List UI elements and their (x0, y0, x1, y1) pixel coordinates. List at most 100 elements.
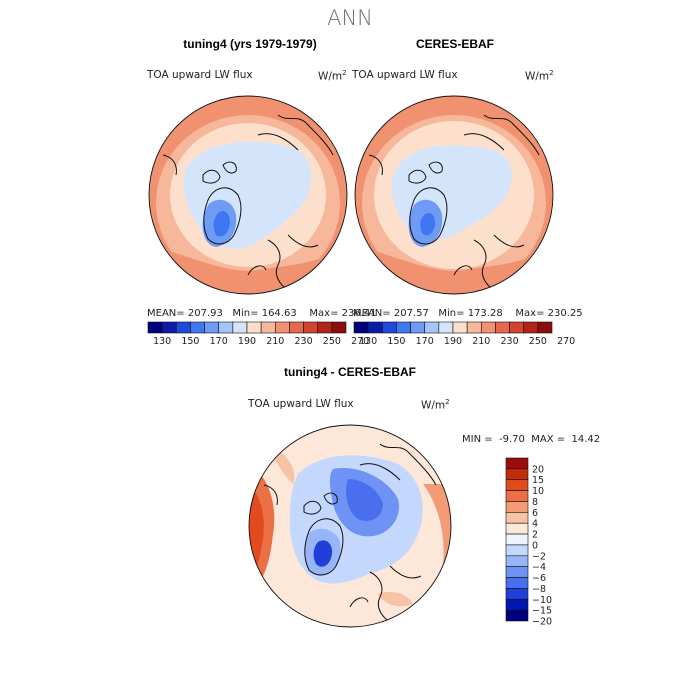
obs-map-border (354, 95, 554, 295)
obs-colorbar: 130 150 170 190 210 230 250 270 (353, 321, 575, 347)
obs-colorbar-tick-label: 190 (444, 336, 462, 347)
diff-colorbar-box (505, 598, 529, 611)
model-colorbar-box (331, 321, 347, 334)
obs-colorbar-box (410, 321, 426, 334)
obs-colorbar-tick-label: 250 (529, 336, 547, 347)
diff-colorbar-tick-label: 6 (532, 508, 538, 519)
model-colorbar-tick-label: 130 (153, 336, 171, 347)
obs-colorbar-tick-label: 230 (501, 336, 519, 347)
diff-colorbar-box (505, 490, 529, 502)
model-colorbar-tick-label: 250 (323, 336, 341, 347)
obs-colorbar-box (367, 321, 383, 334)
model-min-value: 164.63 (261, 308, 297, 319)
obs-colorbar-tick-label: 130 (359, 336, 377, 347)
obs-colorbar-box (523, 321, 539, 334)
diff-colorbar-box (505, 522, 529, 535)
obs-colorbar-tick-label: 170 (416, 336, 434, 347)
obs-colorbar-box (452, 321, 468, 334)
model-units-label: W/m2 (318, 69, 347, 83)
model-max-value: 236.41 (341, 308, 377, 319)
obs-field-layer (355, 96, 553, 294)
diff-units-label: W/m2 (421, 398, 450, 412)
obs-colorbar-box (438, 321, 454, 334)
model-colorbar-box (190, 321, 205, 334)
diff-colorbar-tick-label: 0 (532, 540, 538, 551)
model-colorbar-box (204, 321, 220, 334)
model-stats: MEAN= 207.93 Min= 164.63 Max= 236.41 (147, 308, 377, 319)
obs-field-greenland-core (420, 213, 436, 236)
model-field-greenland-core (213, 211, 230, 237)
model-polar-map (148, 95, 348, 295)
model-colorbar-tick-label: 210 (266, 336, 284, 347)
obs-colorbar-box (424, 321, 440, 334)
diff-colorbar-tick-label: 10 (532, 486, 544, 497)
diff-colorbar-tick-label: −2 (532, 551, 546, 562)
obs-colorbar-tick-label: 210 (472, 336, 490, 347)
diff-map-border (248, 424, 452, 628)
obs-panel-title: CERES-EBAF (415, 37, 494, 51)
model-map-border (148, 95, 348, 295)
model-mean-value: 207.93 (187, 308, 223, 319)
obs-colorbar-box (396, 321, 411, 334)
diff-field-east-warm (423, 484, 451, 564)
diff-coastlines (263, 443, 437, 623)
figure-title: ANN (327, 6, 373, 30)
model-colorbar-tick-label: 170 (210, 336, 228, 347)
obs-colorbar-box (537, 321, 553, 334)
diff-stats: MIN = -9.70 MAX = 14.42 (462, 434, 601, 445)
model-colorbar-tick-label: 230 (295, 336, 313, 347)
model-colorbar-box (147, 321, 163, 334)
diff-colorbar-box (505, 533, 529, 546)
model-panel-title: tuning4 (yrs 1979-1979) (183, 37, 317, 51)
model-colorbar: 130 150 170 190 210 230 250 270 (147, 321, 369, 347)
model-colorbar-box (161, 321, 177, 334)
obs-polar-map (354, 95, 554, 295)
diff-colorbar-tick-label: −4 (532, 562, 546, 573)
model-colorbar-tick-label: 190 (238, 336, 256, 347)
diff-colorbar-box (505, 479, 529, 491)
model-colorbar-box (289, 321, 304, 334)
model-colorbar-tick-label: 150 (181, 336, 199, 347)
diff-field-south-warm (378, 592, 413, 607)
obs-colorbar-box (509, 321, 525, 334)
diff-field-arctic-core (346, 479, 383, 521)
obs-stats: MEAN= 207.57 Min= 173.28 Max= 230.25 (353, 308, 583, 319)
model-colorbar-box (317, 321, 333, 334)
diff-colorbar-tick-label: −8 (532, 584, 546, 595)
diff-colorbar-box (505, 457, 529, 470)
diff-colorbar-box (505, 512, 529, 524)
model-colorbar-box (260, 321, 276, 334)
diff-colorbar-tick-label: −15 (532, 606, 552, 617)
obs-colorbar-tick-label: 150 (387, 336, 405, 347)
diff-polar-map (248, 424, 452, 628)
obs-colorbar-box (381, 321, 397, 334)
diff-colorbar-box (505, 544, 529, 557)
diff-max-value: 14.42 (571, 434, 601, 445)
obs-max-value: 230.25 (547, 308, 583, 319)
obs-colorbar-tick-label: 270 (557, 336, 575, 347)
obs-coastlines (368, 114, 540, 291)
model-colorbar-box (232, 321, 248, 334)
model-colorbar-box (274, 321, 290, 334)
diff-colorbar-tick-label: 15 (532, 475, 544, 486)
diff-field-layer (249, 425, 451, 627)
diff-colorbar-tick-label: 2 (532, 530, 538, 541)
model-colorbar-box (303, 321, 319, 334)
diff-colorbar-box (505, 577, 529, 589)
obs-colorbar-box (466, 321, 482, 334)
model-colorbar-box (246, 321, 262, 334)
diff-colorbar-tick-label: 8 (532, 497, 538, 508)
diff-variable-label: TOA upward LW flux (248, 398, 354, 410)
obs-mean-value: 207.57 (393, 308, 429, 319)
diff-colorbar-tick-label: −20 (532, 617, 552, 628)
diff-colorbar-box (505, 588, 529, 600)
diff-colorbar-box (505, 468, 529, 481)
model-coastlines (162, 114, 334, 291)
diff-field-greenland-core (313, 540, 333, 567)
diff-panel-title: tuning4 - CERES-EBAF (284, 365, 416, 379)
model-variable-label: TOA upward LW flux (147, 69, 253, 81)
diff-colorbar-tick-label: −10 (532, 595, 552, 606)
obs-colorbar-box (480, 321, 496, 334)
diff-colorbar-box (505, 566, 529, 578)
diff-colorbar-box (505, 501, 529, 513)
